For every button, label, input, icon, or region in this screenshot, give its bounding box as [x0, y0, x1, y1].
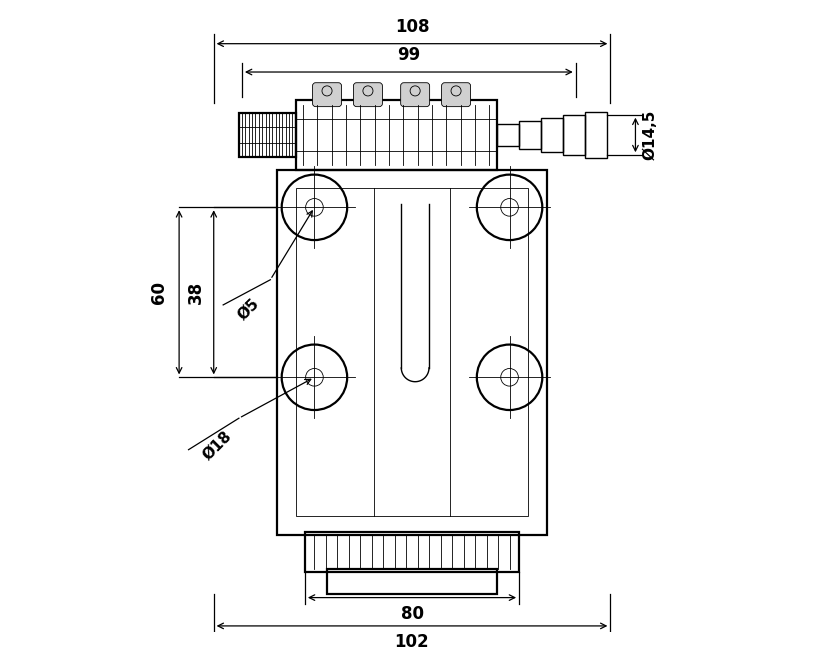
- FancyBboxPatch shape: [400, 82, 429, 107]
- Bar: [497, 124, 519, 146]
- Text: Ø14,5: Ø14,5: [643, 110, 658, 160]
- FancyBboxPatch shape: [312, 82, 341, 107]
- Text: 108: 108: [395, 18, 429, 36]
- Bar: [296, 188, 528, 516]
- Bar: [541, 118, 563, 152]
- Bar: [296, 100, 497, 169]
- Text: 80: 80: [400, 605, 424, 623]
- FancyBboxPatch shape: [442, 82, 471, 107]
- Text: 60: 60: [150, 281, 168, 304]
- FancyBboxPatch shape: [353, 82, 382, 107]
- Bar: [519, 121, 541, 149]
- Text: 38: 38: [187, 281, 205, 304]
- Bar: [277, 169, 547, 535]
- Bar: [327, 569, 497, 594]
- Bar: [239, 113, 296, 157]
- Text: 102: 102: [395, 634, 429, 651]
- Bar: [305, 532, 519, 572]
- Text: 99: 99: [397, 46, 420, 65]
- Text: Ø18: Ø18: [199, 428, 234, 462]
- Bar: [563, 115, 585, 155]
- Bar: [585, 112, 607, 158]
- Text: Ø5: Ø5: [235, 296, 262, 323]
